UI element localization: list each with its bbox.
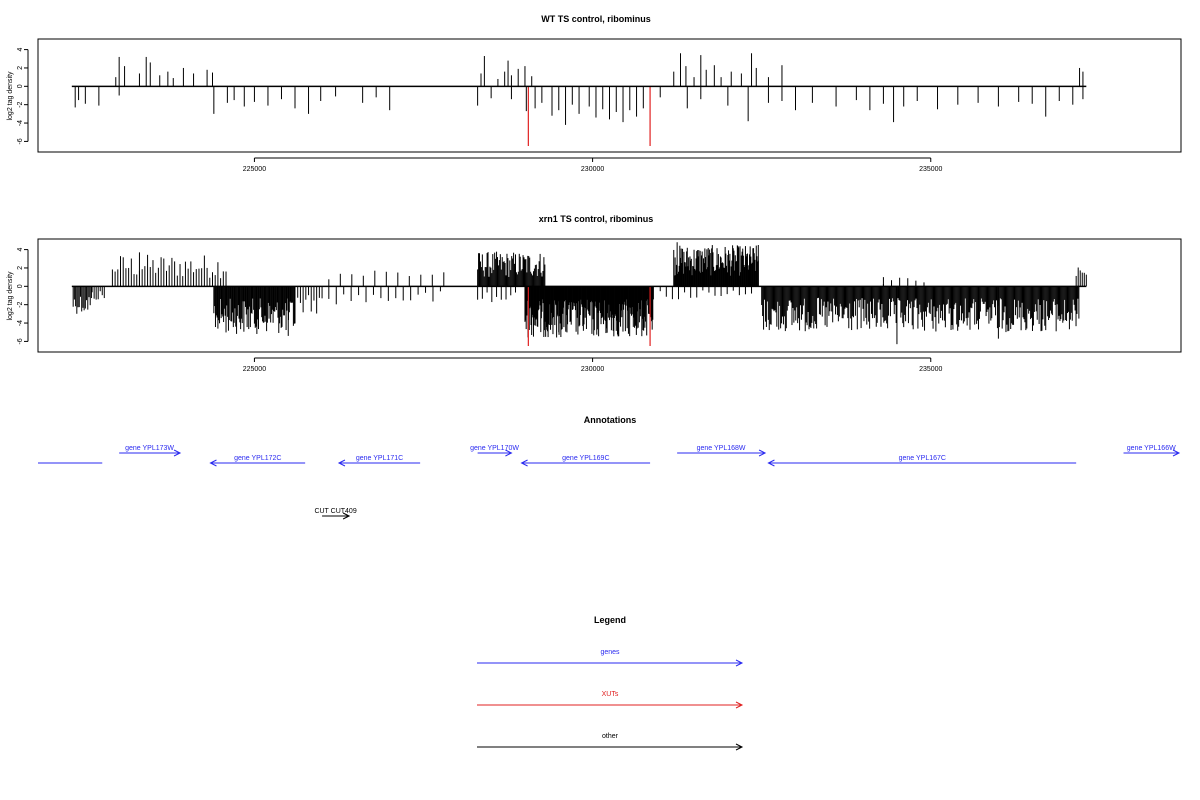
arrow-head-icon — [342, 512, 351, 520]
y-tick-label: -6 — [17, 338, 24, 344]
arrow-head-icon — [337, 459, 346, 467]
legend-title: Legend — [594, 615, 626, 625]
y-tick-label: -2 — [17, 301, 24, 307]
y-tick-label: 0 — [17, 284, 24, 288]
panel-wt-ylabel: log2 tag density — [7, 71, 14, 121]
legend-label: other — [602, 733, 619, 740]
panel-xrn1-frame — [37, 238, 1182, 353]
panel-wt-y-axis: 4 2 0 -2 -4 -6 — [17, 48, 29, 145]
y-tick-label: 0 — [17, 84, 24, 88]
panel-xrn1-title: xrn1 TS control, ribominus — [539, 214, 654, 224]
arrow-head-icon — [505, 449, 513, 457]
legend-label: XUTs — [602, 691, 619, 698]
gene-label: gene YPL168W — [697, 445, 746, 452]
arrow-head-icon — [735, 659, 744, 667]
gene-label: gene YPL170W — [470, 445, 519, 452]
x-tick-label: 235000 — [919, 366, 942, 373]
arrow-head-icon — [520, 459, 528, 467]
y-tick-label: 2 — [17, 266, 24, 270]
legend-items: genes XUTs other — [477, 649, 744, 751]
x-tick-label: 225000 — [243, 366, 266, 373]
gene-label: gene YPL173W — [125, 445, 174, 452]
panel-xrn1-y-axis: 4 2 0 -2 -4 -6 — [17, 248, 29, 345]
arrow-head-icon — [767, 459, 775, 467]
x-tick-label: 235000 — [919, 166, 942, 173]
panel-xrn1-bars — [71, 242, 1087, 346]
panel-wt-title: WT TS control, ribominus — [541, 14, 651, 24]
x-tick-label: 230000 — [581, 166, 604, 173]
gene-label: gene YPL172C — [234, 455, 281, 462]
gene-label: gene YPL171C — [356, 455, 403, 462]
arrow-head-icon — [173, 449, 182, 457]
x-tick-label: 225000 — [243, 166, 266, 173]
arrow-head-icon — [735, 743, 744, 751]
annotation-other: CUT CUT409 — [314, 508, 357, 520]
gene-label: gene YPL169C — [562, 455, 609, 462]
panel-xrn1-ylabel: log2 tag density — [7, 271, 14, 321]
arrow-head-icon — [1172, 449, 1181, 457]
panel-wt: WT TS control, ribominus log2 tag densit… — [7, 14, 1182, 173]
y-tick-label: -4 — [17, 120, 24, 126]
y-tick-label: -6 — [17, 138, 24, 144]
panel-wt-frame — [37, 38, 1182, 153]
annotation-genes: gene YPL173W gene YPL172C gene YPL171C gene… — [38, 445, 1181, 467]
panel-xrn1: xrn1 TS control, ribominus log2 tag dens… — [7, 214, 1182, 373]
y-tick-label: 4 — [17, 248, 24, 252]
arrow-head-icon — [735, 701, 744, 709]
arrow-head-icon — [209, 459, 217, 467]
panel-xrn1-x-axis: 225000 230000 235000 — [243, 357, 943, 373]
x-tick-label: 230000 — [581, 366, 604, 373]
annotations-title: Annotations — [584, 415, 637, 425]
legend-label: genes — [600, 649, 620, 656]
y-tick-label: 4 — [17, 48, 24, 52]
panel-wt-bars — [71, 53, 1087, 146]
panel-wt-x-axis: 225000 230000 235000 — [243, 157, 943, 173]
y-tick-label: -2 — [17, 101, 24, 107]
gene-label: gene YPL166W — [1127, 445, 1176, 452]
cut-label: CUT CUT409 — [314, 508, 356, 515]
y-tick-label: -4 — [17, 320, 24, 326]
gene-label: gene YPL167C — [899, 455, 946, 462]
arrow-head-icon — [758, 449, 767, 457]
legend: Legend genes XUTs other — [477, 615, 744, 751]
y-tick-label: 2 — [17, 66, 24, 70]
